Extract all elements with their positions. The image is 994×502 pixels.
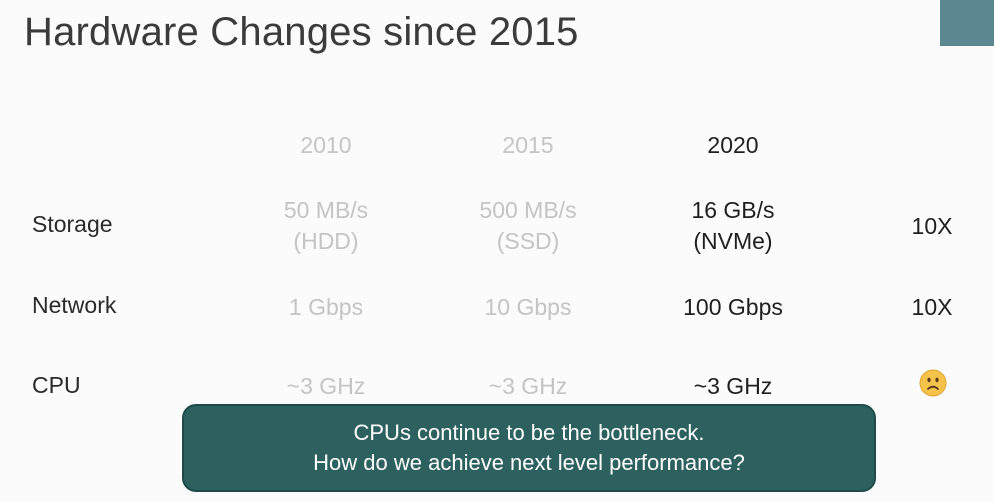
cpu-2015-value: ~3 GHz <box>488 373 568 399</box>
storage-2010-cell: 50 MB/s (HDD) <box>256 195 396 257</box>
network-2010-value: 1 Gbps <box>288 294 364 320</box>
storage-2020-value: 16 GB/s <box>691 197 775 223</box>
cpu-2010-value: ~3 GHz <box>286 373 366 399</box>
cpu-2020-value: ~3 GHz <box>693 373 773 399</box>
storage-2015-cell: 500 MB/s (SSD) <box>458 195 598 257</box>
storage-2020-note: (NVMe) <box>693 228 773 254</box>
row-label-network: Network <box>32 292 117 318</box>
row-label-storage: Storage <box>32 211 113 237</box>
network-factor: 10X <box>911 294 953 320</box>
storage-2015-value: 500 MB/s <box>479 197 577 223</box>
year-header-2010: 2010 <box>300 132 352 158</box>
network-2015-value: 10 Gbps <box>484 294 572 320</box>
callout-box: CPUs continue to be the bottleneck. How … <box>182 404 876 492</box>
year-header-2015: 2015 <box>502 132 554 158</box>
slide-title: Hardware Changes since 2015 <box>24 10 579 54</box>
storage-2020-cell: 16 GB/s (NVMe) <box>658 195 808 257</box>
frowning-face-icon <box>919 369 947 397</box>
storage-2010-value: 50 MB/s <box>283 197 369 223</box>
storage-2010-note: (HDD) <box>293 228 359 254</box>
row-label-cpu: CPU <box>32 372 81 398</box>
callout-line-2: How do we achieve next level performance… <box>313 450 745 475</box>
network-2020-value: 100 Gbps <box>683 294 783 320</box>
corner-accent <box>940 0 994 46</box>
year-header-2020: 2020 <box>707 132 759 158</box>
storage-factor: 10X <box>911 213 953 239</box>
callout-line-1: CPUs continue to be the bottleneck. <box>353 420 705 445</box>
storage-2015-note: (SSD) <box>496 228 560 254</box>
